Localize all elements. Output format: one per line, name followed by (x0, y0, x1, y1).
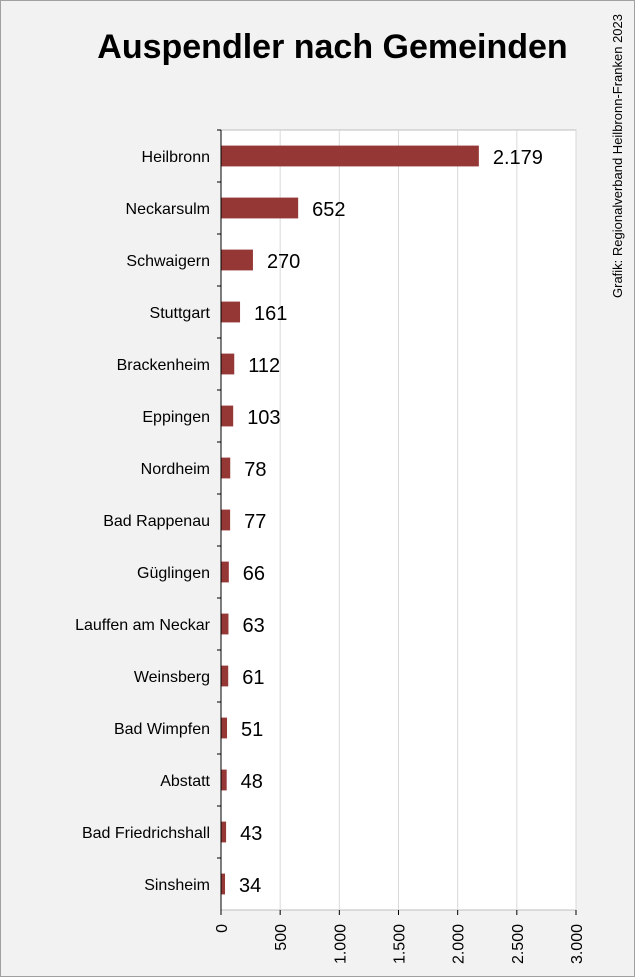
category-label: Bad Rappenau (103, 513, 210, 530)
bar (221, 301, 241, 323)
chart-title: Auspendler nach Gemeinden (97, 28, 568, 66)
data-label: 51 (241, 719, 263, 741)
bar (221, 665, 229, 687)
x-tick-label: 3.000 (569, 924, 586, 964)
x-tick-label: 0 (214, 924, 231, 933)
category-label: Sinsheim (144, 877, 210, 894)
x-tick-label: 2.500 (510, 924, 527, 964)
category-label: Bad Friedrichshall (82, 825, 210, 842)
category-label: Güglingen (137, 565, 210, 582)
data-label: 61 (242, 667, 264, 689)
data-label: 2.179 (493, 147, 543, 169)
category-label: Neckarsulm (126, 201, 210, 218)
bar (221, 561, 229, 583)
category-label: Schwaigern (126, 253, 210, 270)
bar (221, 613, 229, 635)
data-label: 112 (248, 355, 280, 377)
x-tick-label: 500 (273, 924, 290, 951)
category-label: Bad Wimpfen (114, 721, 210, 738)
category-label: Brackenheim (117, 357, 210, 374)
data-label: 63 (242, 615, 264, 637)
bar (221, 249, 253, 271)
bar (221, 769, 227, 791)
x-tick-label: 1.000 (332, 924, 349, 964)
bar (221, 457, 231, 479)
category-label: Heilbronn (142, 149, 210, 166)
category-label: Nordheim (141, 461, 210, 478)
bar (221, 197, 299, 219)
data-label: 103 (247, 407, 280, 429)
data-label: 161 (254, 303, 287, 325)
category-label: Abstatt (160, 773, 210, 790)
data-label: 77 (244, 511, 266, 533)
bar (221, 353, 235, 375)
data-label: 48 (241, 771, 263, 793)
data-label: 66 (243, 563, 265, 585)
category-label: Stuttgart (150, 305, 211, 322)
bar (221, 145, 479, 167)
category-label: Weinsberg (134, 669, 210, 686)
data-label: 34 (239, 875, 261, 897)
x-tick-label: 2.000 (451, 924, 468, 964)
category-label: Eppingen (142, 409, 210, 426)
bar (221, 873, 226, 895)
bar (221, 717, 228, 739)
bar (221, 821, 227, 843)
bar (221, 405, 234, 427)
data-label: 270 (267, 251, 300, 273)
data-label: 43 (240, 823, 262, 845)
bar (221, 509, 231, 531)
x-tick-label: 1.500 (392, 924, 409, 964)
data-label: 652 (312, 199, 345, 221)
data-label: 78 (244, 459, 266, 481)
category-label: Lauffen am Neckar (75, 617, 211, 634)
